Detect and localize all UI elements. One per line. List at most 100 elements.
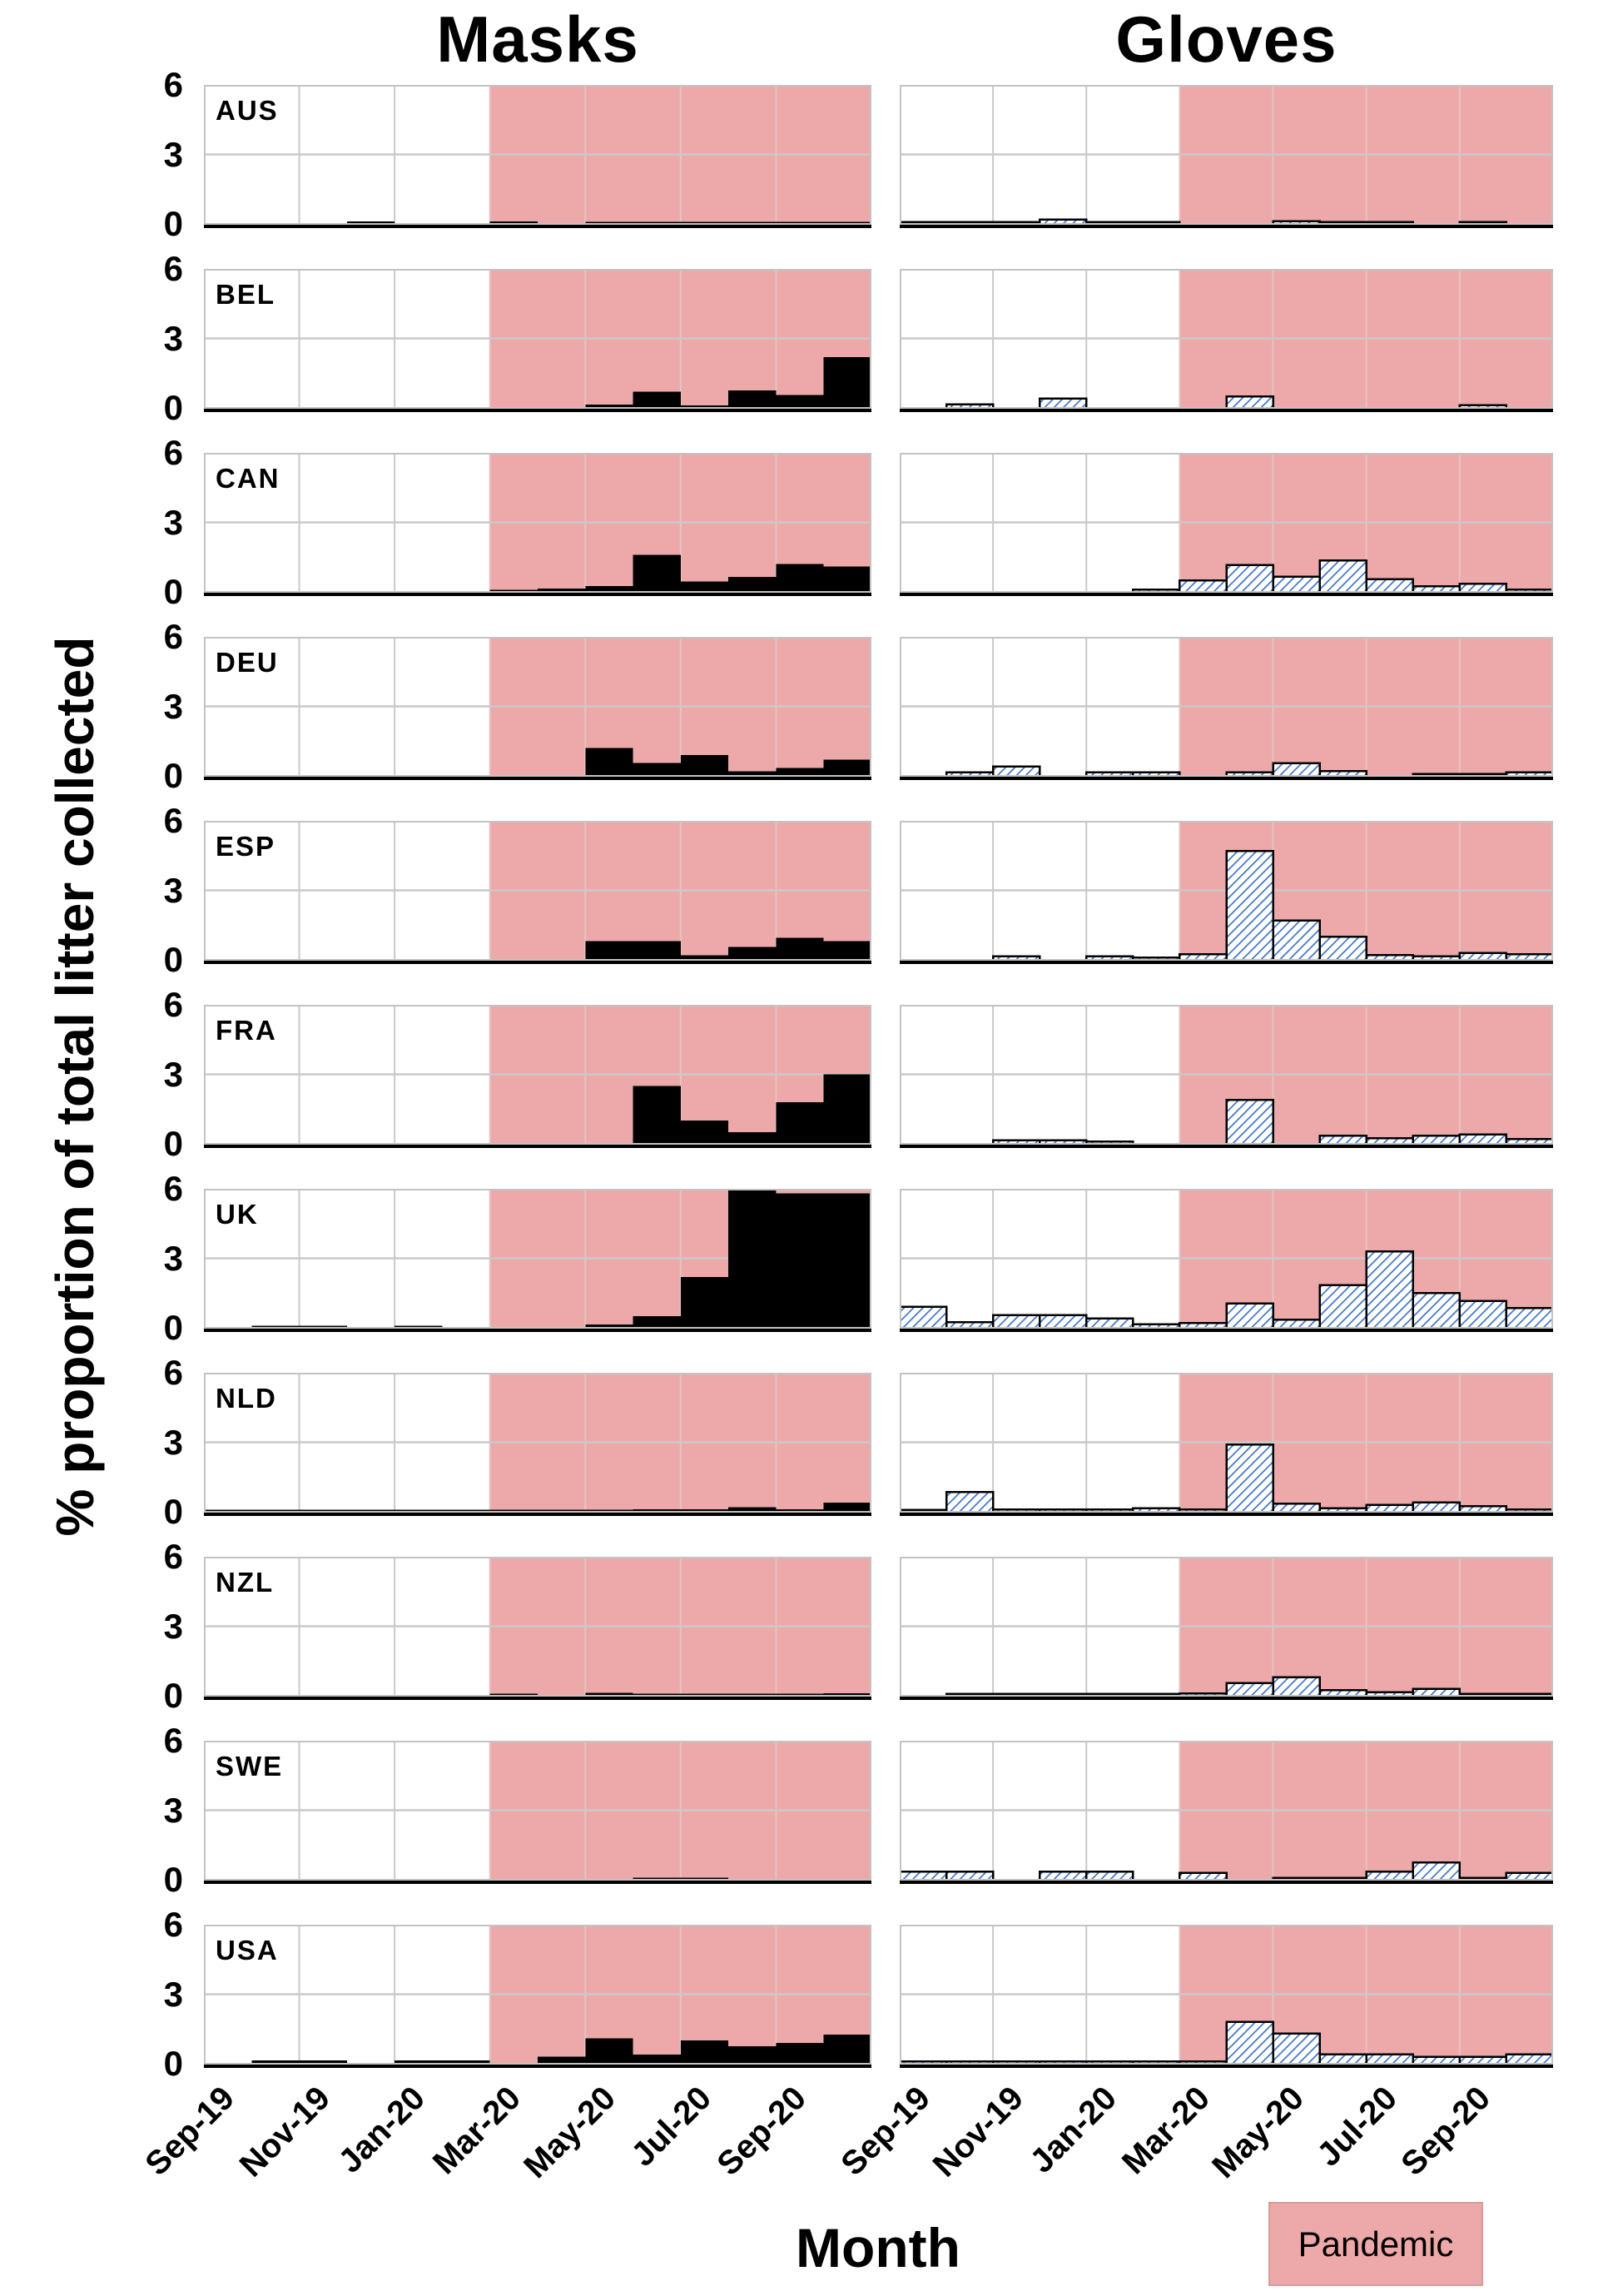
masks-bar-Oct-20 (823, 941, 871, 960)
x-axis-line (898, 408, 1555, 412)
masks-bar-Nov-19 (299, 1325, 347, 1328)
gloves-bar-Apr-20 (1225, 1098, 1274, 1146)
country-label-FRA: FRA (216, 1015, 277, 1046)
y-tick-3: 3 (163, 686, 183, 726)
gloves-bar-Nov-19 (991, 1314, 1041, 1329)
x-tick-Sep-20: Sep-20 (1330, 2080, 1497, 2183)
x-axis-line (202, 776, 873, 780)
masks-bar-May-20 (585, 2038, 633, 2064)
masks-bar-Oct-20 (823, 1693, 871, 1696)
y-tick-6: 6 (163, 65, 183, 104)
gloves-bar-May-20 (1272, 1676, 1321, 1697)
gloves-panel-holder-NLD (898, 1373, 1555, 1520)
masks-bar-Oct-20 (823, 2035, 871, 2064)
y-tick-3: 3 (163, 1606, 183, 1646)
masks-bar-Jan-20 (395, 1325, 443, 1328)
gloves-panel-USA-gloves (898, 1925, 1555, 2068)
masks-panel-holder-SWE (202, 1741, 873, 1888)
y-tick-6: 6 (163, 617, 183, 656)
masks-bar-Dec-19 (346, 1509, 395, 1512)
gloves-bar-Jun-20 (1318, 559, 1367, 594)
masks-bar-Jul-20 (680, 1693, 729, 1696)
masks-bar-Aug-20 (728, 1693, 777, 1696)
x-axis-line (898, 1328, 1555, 1332)
gloves-panel-UK-gloves (898, 1189, 1555, 1332)
masks-panel-NZL-masks (202, 1557, 873, 1700)
gloves-bar-Aug-20 (1412, 584, 1462, 594)
masks-bar-Jun-20 (633, 391, 681, 408)
masks-bar-Jul-20 (680, 1509, 729, 1512)
y-tick-0: 0 (163, 940, 183, 979)
masks-bar-Jun-20 (633, 1693, 681, 1696)
gloves-bar-Mar-20 (1179, 952, 1228, 962)
y-tick-0: 0 (163, 1308, 183, 1347)
masks-panel-UK-masks (202, 1189, 873, 1332)
gloves-bar-Apr-20 (1225, 849, 1274, 962)
masks-bar-Sep-20 (776, 1101, 824, 1144)
y-tick-3: 3 (163, 318, 183, 358)
gloves-bar-Aug-20 (1412, 1135, 1462, 1146)
x-tick-label: Sep-20 (1394, 2080, 1497, 2183)
x-axis-line (898, 776, 1555, 780)
masks-bar-Jul-20 (680, 405, 729, 408)
gloves-panel-ESP-gloves (898, 821, 1555, 964)
y-tick-0: 0 (163, 572, 183, 611)
masks-panel-CAN-masks (202, 453, 873, 596)
masks-bar-Feb-20 (442, 2060, 490, 2064)
masks-panel-AUS-masks (202, 85, 873, 228)
masks-bar-Oct-20 (823, 356, 871, 408)
panel-border (204, 453, 871, 593)
x-axis-line (898, 224, 1555, 228)
gloves-bar-May-20 (1272, 1319, 1321, 1329)
masks-bar-Jun-20 (633, 2054, 681, 2064)
x-axis-line (202, 224, 873, 228)
x-axis-line (898, 1512, 1555, 1516)
gloves-bar-Apr-20 (1225, 395, 1274, 410)
gloves-bar-Oct-19 (945, 1491, 995, 1513)
country-label-BEL: BEL (216, 279, 275, 310)
masks-bar-May-20 (585, 1324, 633, 1328)
x-axis-line (202, 1328, 873, 1332)
panel-border (204, 269, 871, 409)
gloves-bar-Apr-20 (1225, 564, 1274, 594)
gloves-bar-May-20 (1272, 575, 1321, 594)
masks-bar-Oct-20 (823, 221, 871, 224)
masks-bar-Sep-20 (776, 2042, 824, 2064)
gloves-bar-Oct-19 (945, 1871, 995, 1881)
country-label-ESP: ESP (216, 831, 276, 862)
masks-panel-holder-DEU (202, 637, 873, 784)
x-tick-Sep-20: Sep-20 (646, 2080, 814, 2183)
masks-bar-Sep-20 (776, 221, 824, 224)
masks-bar-Jul-20 (680, 221, 729, 224)
gloves-bar-Sep-20 (1458, 583, 1508, 594)
gloves-panel-holder-SWE (898, 1741, 1555, 1888)
masks-bar-Jun-20 (633, 221, 681, 224)
masks-bar-Aug-20 (728, 947, 777, 960)
y-tick-3: 3 (163, 870, 183, 910)
masks-panel-SWE-masks (202, 1741, 873, 1884)
masks-bar-Mar-20 (489, 1509, 538, 1512)
masks-bar-Nov-19 (299, 1509, 347, 1512)
country-label-NLD: NLD (216, 1383, 277, 1414)
panel-border (900, 269, 1553, 409)
x-axis-line (898, 592, 1555, 596)
gloves-panel-holder-CAN (898, 453, 1555, 600)
y-tick-0: 0 (163, 204, 183, 243)
gloves-panel-AUS-gloves (898, 85, 1555, 228)
y-tick-6: 6 (163, 985, 183, 1024)
panel-border (900, 821, 1553, 961)
y-tick-0: 0 (163, 1492, 183, 1531)
gloves-bar-Oct-20 (1505, 1307, 1555, 1329)
masks-bar-Apr-20 (538, 588, 586, 592)
gloves-bar-May-20 (1272, 762, 1321, 778)
gloves-column-title: Gloves (1115, 2, 1337, 76)
masks-bar-Oct-20 (823, 759, 871, 776)
masks-panel-holder-NZL (202, 1557, 873, 1704)
masks-bar-Jun-20 (633, 1316, 681, 1328)
masks-bar-May-20 (585, 1692, 633, 1696)
gloves-bar-Jul-20 (1365, 2053, 1415, 2065)
gloves-bar-Oct-19 (945, 1320, 995, 1329)
gloves-panel-NZL-gloves (898, 1557, 1555, 1700)
masks-panel-holder-USA (202, 1925, 873, 2072)
masks-bar-Jul-20 (680, 1121, 729, 1144)
